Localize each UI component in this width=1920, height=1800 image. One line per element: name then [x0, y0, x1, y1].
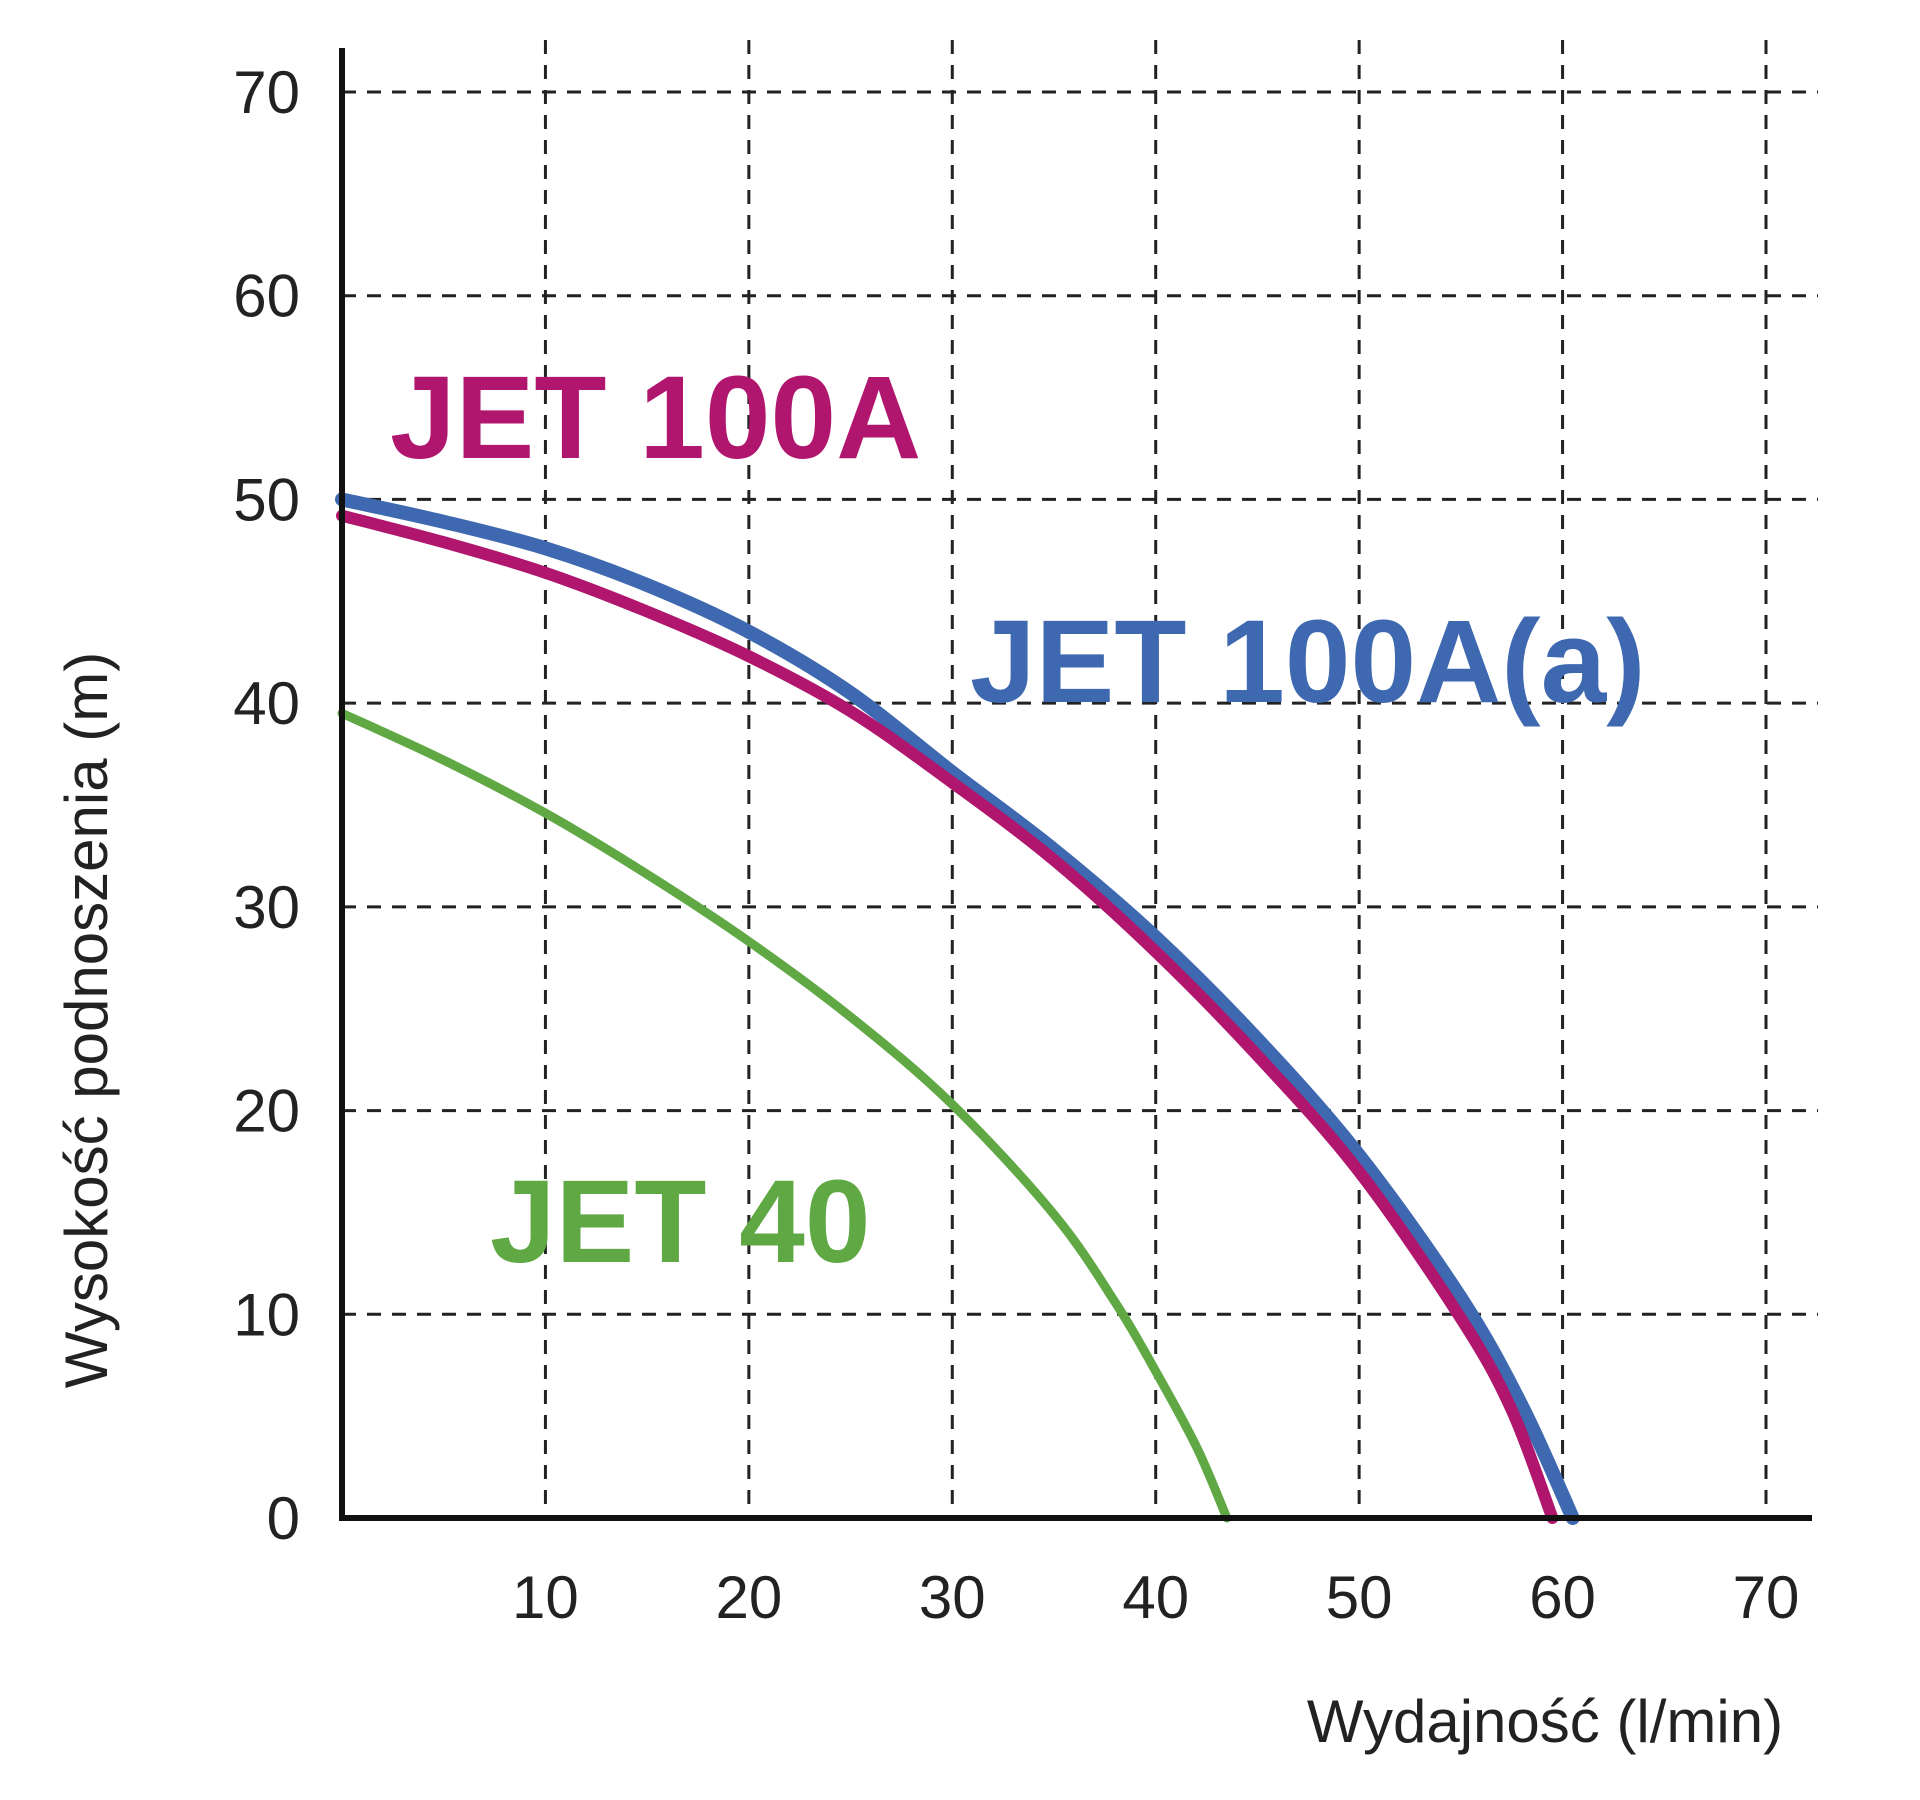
- x-tick-label: 20: [715, 1564, 782, 1631]
- y-tick-label: 70: [233, 59, 300, 126]
- series-line-jet-100a-a: [335, 492, 1580, 1525]
- series-label-jet-100a: JET 100A: [390, 352, 921, 484]
- y-tick-label: 20: [233, 1078, 300, 1145]
- x-tick-label: 50: [1326, 1564, 1393, 1631]
- series-lines: [335, 492, 1580, 1525]
- x-axis-title: Wydajność (l/min): [1307, 1688, 1783, 1755]
- grid-lines: [342, 40, 1818, 1518]
- series-line-jet-100a: [336, 509, 1559, 1524]
- axes: [339, 48, 1812, 1521]
- x-tick-label: 10: [512, 1564, 579, 1631]
- y-tick-label: 40: [233, 670, 300, 737]
- x-tick-label: 70: [1733, 1564, 1800, 1631]
- series-line-jet-40: [337, 708, 1232, 1523]
- y-tick-label: 30: [233, 874, 300, 941]
- x-tick-label: 60: [1529, 1564, 1596, 1631]
- x-tick-label: 40: [1122, 1564, 1189, 1631]
- x-tick-label: 30: [919, 1564, 986, 1631]
- tick-labels: 0 10 20 30 40 50 60 70 10 20 30 40 50 60 70: [233, 59, 1799, 1631]
- y-tick-label: 60: [233, 263, 300, 330]
- y-tick-label: 10: [233, 1281, 300, 1348]
- y-tick-label: 50: [233, 466, 300, 533]
- series-label-jet-40: JET 40: [490, 1156, 870, 1288]
- y-axis-title: Wysokość podnoszenia (m): [53, 652, 120, 1388]
- y-tick-label: 0: [267, 1485, 300, 1552]
- series-label-jet-100a-a: JET 100A(a): [970, 596, 1646, 728]
